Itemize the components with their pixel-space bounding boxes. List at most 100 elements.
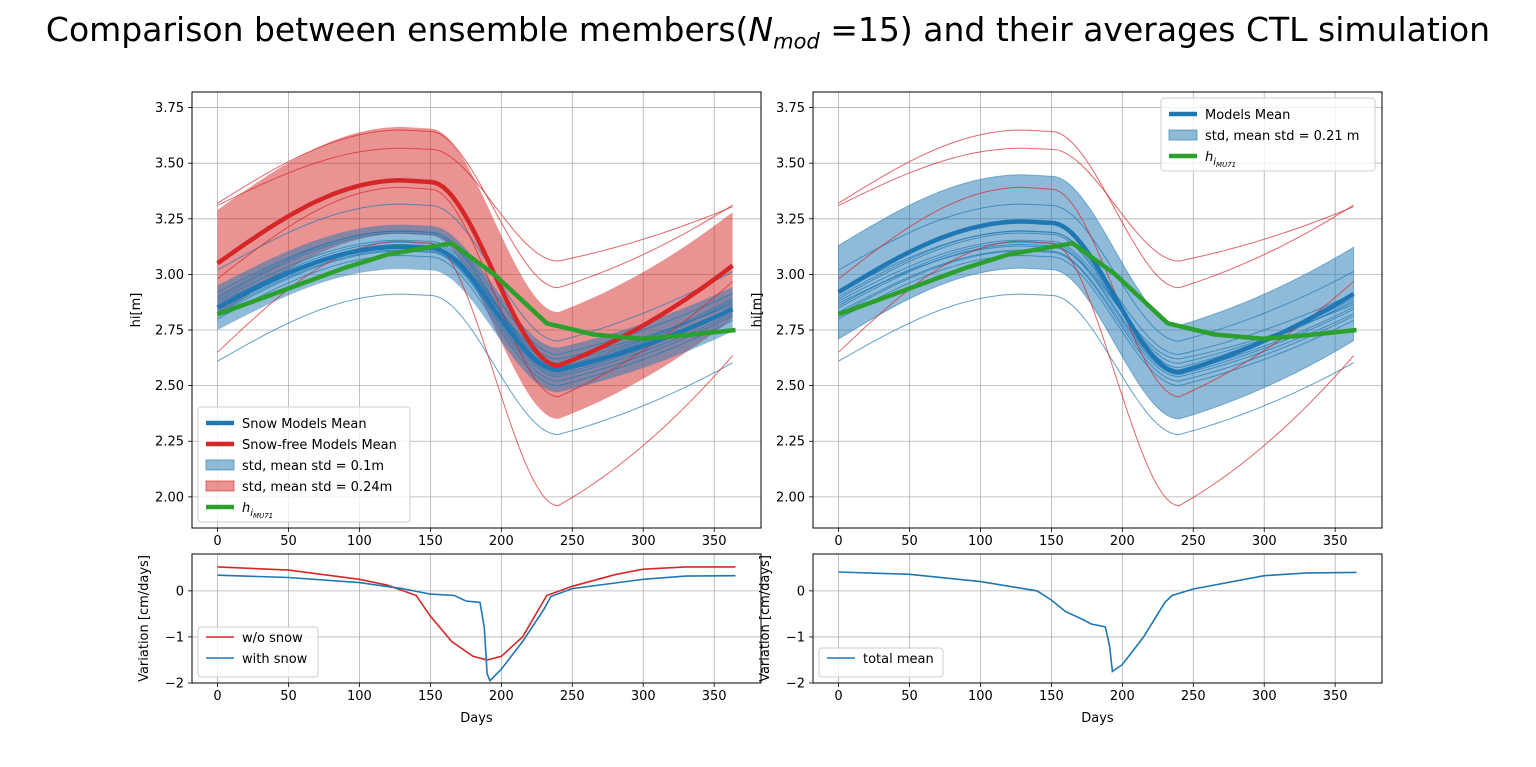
- member-line: [838, 293, 1354, 436]
- x-tick-label: 0: [834, 689, 842, 704]
- models-std-band: [838, 174, 1355, 420]
- x-tick-label: 50: [901, 534, 918, 549]
- legend-label: Models Mean: [1205, 108, 1290, 123]
- legend-label: std, mean std = 0.21 m: [1205, 129, 1359, 144]
- x-tick-label: 200: [1110, 689, 1135, 704]
- y-tick-label: 0: [797, 584, 805, 599]
- x-tick-label: 200: [489, 534, 514, 549]
- legend-swatch: [205, 459, 235, 471]
- snow-member-line: [217, 249, 733, 378]
- member-line-snowfree: [838, 240, 1354, 507]
- snowfree-mean-line: [216, 178, 734, 368]
- member-line: [838, 249, 1354, 378]
- snow-member-line: [217, 250, 733, 382]
- y-tick-label: −2: [786, 677, 805, 692]
- axes-bottom-right: 0 50 100 150 200 250 300 350 −2 −1 0 Variation [cm/…: [758, 554, 1382, 726]
- member-line-snowfree: [838, 129, 1354, 289]
- snow-mean-line: [216, 244, 734, 373]
- x-tick-label: 300: [631, 534, 656, 549]
- y-axis-label: Variation [cm/days]: [137, 555, 152, 682]
- axes-frame: [191, 553, 762, 684]
- y-tick-label: 3.50: [776, 157, 805, 172]
- x-tick-label: 100: [347, 534, 372, 549]
- figure-title: Comparison between ensemble members(Nmod…: [45, 10, 1491, 54]
- snowfree-member-line: [217, 186, 733, 398]
- snowfree-member-line: [217, 240, 733, 507]
- legend-frame: [197, 406, 411, 523]
- x-tick-label: 350: [1323, 534, 1348, 549]
- x-tick-label: 150: [1039, 689, 1064, 704]
- y-tick-label: 2.25: [155, 435, 184, 450]
- plot-area-bottom-right: [838, 571, 1357, 673]
- y-tick-label: −2: [165, 677, 184, 692]
- x-tick-label: 50: [901, 689, 918, 704]
- legend-frame: [197, 626, 319, 678]
- y-axis-label: Variation [cm/days]: [758, 555, 773, 682]
- y-tick-label: 2.00: [776, 490, 805, 505]
- legend-label: hiMU71: [242, 501, 273, 520]
- legend-frame: [818, 647, 944, 678]
- legend: w/o snow with snow: [197, 626, 319, 678]
- obs-line: [837, 240, 1357, 342]
- member-line: [838, 243, 1354, 376]
- x-tick-label: 0: [213, 689, 221, 704]
- x-axis-label: Days: [1081, 711, 1114, 726]
- x-tick-label: 300: [1252, 534, 1277, 549]
- legend: Models Mean std, mean std = 0.21 m hiMU71: [1160, 97, 1376, 172]
- snowfree-member-line: [217, 147, 733, 262]
- y-tick-label: 2.75: [155, 324, 184, 339]
- y-tick-label: 3.00: [155, 268, 184, 283]
- legend-label: Snow Models Mean: [242, 417, 367, 432]
- axes-top-right: 0 50 100 150 200 250 300 350 2.00 2.25 2.50 2.75 3.0…: [750, 92, 1382, 549]
- x-tick-label: 350: [702, 534, 727, 549]
- x-tick-label: 300: [1252, 689, 1277, 704]
- legend-label: std, mean std = 0.1m: [242, 459, 384, 474]
- snow-member-line: [217, 230, 733, 356]
- y-axis-label: hi[m]: [129, 293, 144, 328]
- legend-label: Snow-free Models Mean: [242, 438, 397, 453]
- plot-area-top-right: [837, 129, 1357, 507]
- snow-member-line: [217, 254, 733, 387]
- y-tick-label: −1: [165, 630, 184, 645]
- snow-member-line: [217, 203, 733, 342]
- legend-label: w/o snow: [242, 631, 303, 646]
- x-tick-label: 0: [834, 534, 842, 549]
- y-tick-label: 3.25: [776, 212, 805, 227]
- x-tick-label: 150: [418, 534, 443, 549]
- x-tick-label: 200: [1110, 534, 1135, 549]
- axes-frame: [191, 91, 762, 529]
- x-tick-label: 0: [213, 534, 221, 549]
- plot-area-top-left: [216, 126, 736, 507]
- y-tick-label: 3.00: [776, 268, 805, 283]
- obs-line: [216, 240, 736, 342]
- series-line: [217, 566, 736, 661]
- x-tick-label: 200: [489, 689, 514, 704]
- y-tick-label: 2.75: [776, 324, 805, 339]
- legend-label: hiMU71: [1205, 150, 1236, 169]
- x-tick-label: 150: [418, 689, 443, 704]
- y-tick-label: −1: [786, 630, 805, 645]
- x-tick-label: 100: [347, 689, 372, 704]
- y-tick-label: 2.00: [155, 490, 184, 505]
- x-tick-label: 350: [702, 689, 727, 704]
- legend: total mean: [818, 647, 944, 678]
- legend: Snow Models Mean Snow-free Models Mean std…: [197, 406, 411, 523]
- axes-frame: [812, 91, 1383, 529]
- y-tick-label: 3.25: [155, 212, 184, 227]
- legend-label: total mean: [863, 652, 934, 667]
- x-tick-label: 150: [1039, 534, 1064, 549]
- y-tick-label: 2.50: [155, 379, 184, 394]
- series-line: [838, 571, 1357, 673]
- member-line: [838, 203, 1354, 342]
- x-tick-label: 100: [968, 689, 993, 704]
- x-tick-label: 250: [1181, 534, 1206, 549]
- snow-member-line: [217, 293, 733, 436]
- x-tick-label: 300: [631, 689, 656, 704]
- y-tick-label: 2.25: [776, 435, 805, 450]
- legend-swatch: [205, 480, 235, 492]
- legend-swatch: [1168, 129, 1198, 141]
- y-tick-label: 3.75: [155, 101, 184, 116]
- x-tick-label: 100: [968, 534, 993, 549]
- x-tick-label: 350: [1323, 689, 1348, 704]
- y-tick-label: 0: [176, 584, 184, 599]
